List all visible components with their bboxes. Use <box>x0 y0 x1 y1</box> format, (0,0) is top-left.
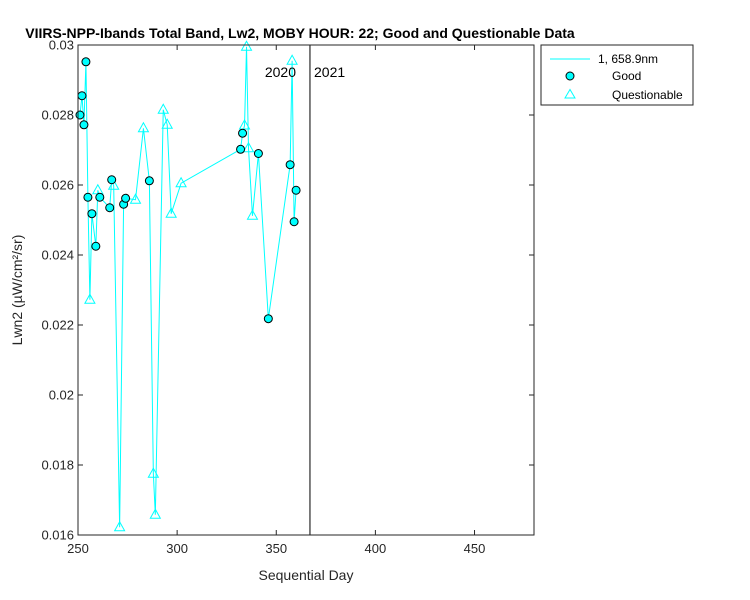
y-tick-label: 0.018 <box>41 458 74 473</box>
questionable-point <box>242 141 255 153</box>
questionable-point <box>149 508 162 519</box>
good-point <box>83 192 93 202</box>
questionable-point <box>157 103 170 114</box>
good-point <box>144 176 154 186</box>
questionable-point <box>175 176 187 188</box>
chart-title: VIIRS-NPP-Ibands Total Band, Lw2, MOBY H… <box>25 25 575 41</box>
x-tick-label: 400 <box>365 541 387 556</box>
x-tick-label: 300 <box>166 541 188 556</box>
y-tick-label: 0.02 <box>49 388 74 403</box>
good-point <box>79 120 89 130</box>
questionable-point <box>238 118 251 130</box>
questionable-point <box>137 121 150 133</box>
legend-questionable-marker <box>564 88 576 99</box>
questionable-point <box>129 193 142 204</box>
x-tick-label: 250 <box>67 541 89 556</box>
good-point <box>81 57 91 67</box>
questionable-point <box>286 54 298 65</box>
good-point <box>285 160 295 170</box>
good-point <box>95 192 105 202</box>
series-layer <box>75 40 301 532</box>
y-tick-label: 0.024 <box>41 248 74 263</box>
questionable-point <box>240 40 253 51</box>
good-point <box>75 110 85 120</box>
axis-ticks: 250 300 350 400 450 0.016 0.018 0.02 0.022 0.024 0… <box>41 38 534 556</box>
good-point <box>105 203 115 213</box>
legend-label-series: 1, 658.9nm <box>598 52 658 66</box>
y-tick-label: 0.016 <box>41 528 74 543</box>
x-tick-label: 450 <box>464 541 486 556</box>
year-label-2020: 2020 <box>265 64 296 80</box>
questionable-point <box>113 520 126 532</box>
y-tick-label: 0.028 <box>41 108 74 123</box>
legend-good-marker <box>565 71 575 81</box>
questionable-point <box>246 209 259 220</box>
y-tick-label: 0.022 <box>41 318 74 333</box>
questionable-point <box>161 118 174 129</box>
good-point <box>77 91 87 101</box>
questionable-point <box>107 179 120 190</box>
x-axis-label: Sequential Day <box>259 567 354 583</box>
legend-label-good: Good <box>612 69 641 83</box>
y-tick-label: 0.026 <box>41 178 74 193</box>
questionable-point <box>165 207 178 218</box>
plot-frame <box>77 44 535 536</box>
questionable-point <box>147 467 160 478</box>
y-axis-label: Lwn2 (µW/cm²/sr) <box>9 235 25 346</box>
good-point <box>87 209 97 219</box>
year-label-2021: 2021 <box>314 64 345 80</box>
good-point <box>107 175 117 185</box>
questionable-point <box>84 293 96 304</box>
good-point <box>291 185 301 195</box>
legend-label-questionable: Questionable <box>612 88 683 102</box>
y-tick-label: 0.03 <box>49 38 74 53</box>
good-point <box>263 314 273 324</box>
x-tick-label: 350 <box>265 541 287 556</box>
legend: 1, 658.9nm Good Questionable <box>540 44 694 106</box>
good-point <box>91 241 101 251</box>
good-point <box>236 144 246 154</box>
good-point <box>238 128 248 138</box>
plot-area <box>78 45 534 535</box>
good-point <box>121 193 131 203</box>
good-point <box>253 149 263 158</box>
good-point <box>289 217 299 227</box>
